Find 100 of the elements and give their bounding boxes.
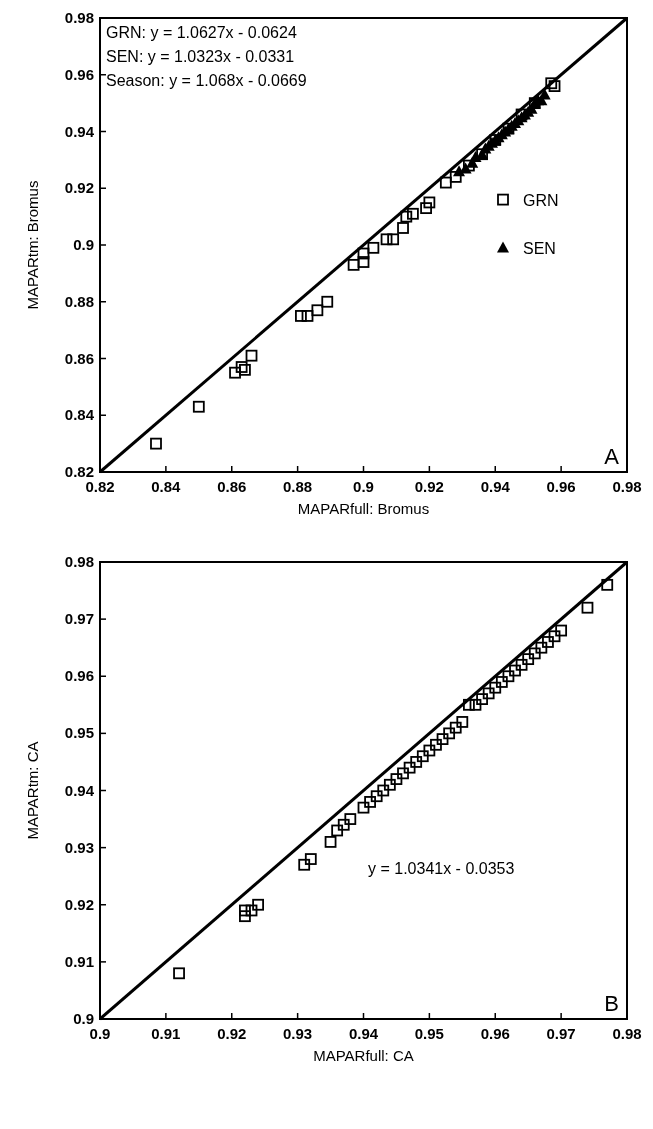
y-tick-label: 0.94 xyxy=(64,122,95,140)
point xyxy=(150,437,162,450)
point xyxy=(337,818,350,831)
point xyxy=(367,241,380,254)
point xyxy=(239,363,251,376)
annotation: SEN: y = 1.0323x - 0.0331 xyxy=(106,48,295,65)
point xyxy=(400,210,413,223)
point xyxy=(324,836,337,848)
point xyxy=(235,361,248,373)
y-axis-title: MAPARtm: Bromus xyxy=(24,180,41,310)
y-tick-label: 0.92 xyxy=(64,895,94,913)
y-tick-label: 0.86 xyxy=(64,349,94,367)
point xyxy=(443,727,456,740)
point xyxy=(416,750,429,763)
annotation: y = 1.0341x - 0.0353 xyxy=(368,860,515,877)
point xyxy=(469,151,482,163)
point xyxy=(304,853,317,865)
y-tick-label: 0.96 xyxy=(64,667,94,685)
x-tick-label: 0.95 xyxy=(414,1025,444,1042)
y-tick-label: 0.97 xyxy=(64,610,94,628)
point xyxy=(229,366,241,379)
point xyxy=(420,202,432,215)
x-tick-label: 0.9 xyxy=(89,1025,111,1042)
x-tick-label: 0.92 xyxy=(414,478,444,495)
point xyxy=(515,658,528,671)
legend-label: GRN xyxy=(523,191,559,209)
point xyxy=(555,624,568,637)
y-tick-label: 0.9 xyxy=(73,236,94,253)
point xyxy=(449,721,462,734)
point xyxy=(239,904,251,917)
point xyxy=(239,910,251,923)
x-tick-label: 0.92 xyxy=(217,1025,247,1042)
point xyxy=(535,641,548,654)
point xyxy=(364,796,376,808)
point xyxy=(509,664,521,677)
x-axis-title: MAPARfull: CA xyxy=(313,1047,414,1064)
point xyxy=(301,310,314,322)
x-axis-title: MAPARfull: Bromus xyxy=(297,500,430,517)
point xyxy=(476,693,488,705)
x-tick-label: 0.86 xyxy=(217,478,247,495)
y-axis-title: MAPARtm: CA xyxy=(24,741,41,840)
legend-label: SEN xyxy=(523,239,556,257)
y-tick-label: 0.9 xyxy=(73,1010,94,1027)
y-tick-label: 0.98 xyxy=(64,9,94,26)
x-tick-label: 0.84 xyxy=(151,478,182,495)
point xyxy=(252,898,264,911)
y-tick-label: 0.96 xyxy=(64,65,94,83)
point xyxy=(502,670,515,683)
point xyxy=(173,967,185,980)
annotation: A xyxy=(604,444,620,469)
point xyxy=(436,733,449,745)
x-tick-label: 0.82 xyxy=(85,478,115,495)
point xyxy=(469,698,482,711)
annotation: GRN: y = 1.0627x - 0.0624 xyxy=(106,24,297,41)
point xyxy=(377,784,390,797)
point xyxy=(581,601,594,614)
point xyxy=(489,681,502,694)
point xyxy=(495,676,508,688)
point xyxy=(390,773,403,785)
point xyxy=(298,858,311,871)
point xyxy=(344,813,357,825)
y-tick-label: 0.98 xyxy=(64,553,94,570)
point xyxy=(380,233,393,246)
x-tick-label: 0.97 xyxy=(546,1025,576,1042)
x-tick-label: 0.88 xyxy=(283,478,313,495)
point xyxy=(357,247,370,260)
point xyxy=(357,801,370,814)
point xyxy=(423,196,436,209)
x-tick-label: 0.94 xyxy=(480,478,511,495)
y-tick-label: 0.93 xyxy=(64,838,94,856)
y-tick-label: 0.88 xyxy=(64,292,94,310)
point xyxy=(528,647,541,660)
point xyxy=(522,653,535,666)
point xyxy=(397,222,409,234)
point xyxy=(245,904,258,917)
point xyxy=(430,738,442,751)
point xyxy=(192,400,205,413)
x-tick-label: 0.96 xyxy=(546,478,576,495)
point xyxy=(387,233,400,246)
x-tick-label: 0.98 xyxy=(612,478,642,495)
point xyxy=(403,761,416,774)
point xyxy=(357,256,370,268)
y-tick-label: 0.94 xyxy=(64,781,95,799)
point xyxy=(397,767,409,780)
point xyxy=(383,778,396,791)
point xyxy=(439,176,452,189)
point xyxy=(601,578,614,591)
point xyxy=(370,790,383,803)
x-tick-label: 0.96 xyxy=(480,1025,510,1042)
x-tick-label: 0.98 xyxy=(612,1025,642,1042)
annotation: B xyxy=(604,991,619,1016)
point xyxy=(463,698,475,711)
y-tick-label: 0.95 xyxy=(64,724,94,742)
point xyxy=(245,349,258,362)
x-tick-label: 0.9 xyxy=(353,478,374,495)
y-tick-label: 0.92 xyxy=(64,179,94,197)
point xyxy=(311,304,324,317)
y-tick-label: 0.91 xyxy=(64,952,94,970)
point xyxy=(321,295,334,308)
point xyxy=(542,636,554,648)
